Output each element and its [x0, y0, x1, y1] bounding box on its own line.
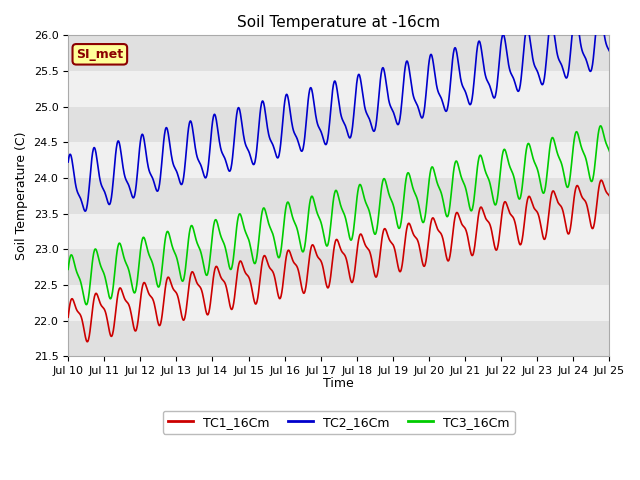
- Legend: TC1_16Cm, TC2_16Cm, TC3_16Cm: TC1_16Cm, TC2_16Cm, TC3_16Cm: [163, 411, 515, 434]
- Bar: [68, 321, 609, 356]
- Bar: [68, 214, 609, 249]
- Y-axis label: Soil Temperature (C): Soil Temperature (C): [15, 132, 28, 260]
- Bar: [68, 107, 609, 143]
- Bar: [68, 178, 609, 214]
- Bar: [68, 71, 609, 107]
- X-axis label: Time: Time: [323, 377, 354, 390]
- Text: SI_met: SI_met: [76, 48, 124, 61]
- Bar: [68, 249, 609, 285]
- Bar: [68, 285, 609, 321]
- Bar: [68, 36, 609, 71]
- Title: Soil Temperature at -16cm: Soil Temperature at -16cm: [237, 15, 440, 30]
- Bar: [68, 143, 609, 178]
